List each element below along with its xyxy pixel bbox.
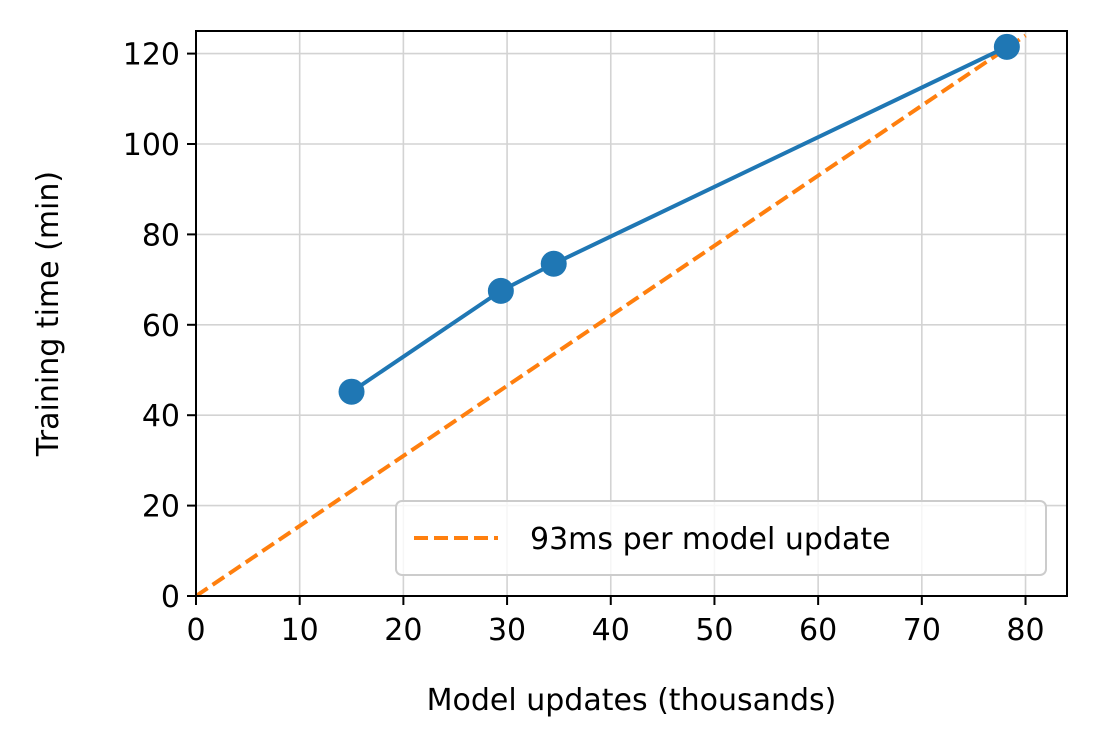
x-tick-label: 40: [592, 613, 630, 648]
legend: 93ms per model update: [395, 500, 1047, 576]
ticks: 0 10 20 30 40 50 60 70 80 0 20 40 60 80 100 120: [123, 38, 1045, 648]
series-line: [350, 45, 1008, 394]
x-tick-label: 10: [281, 613, 319, 648]
x-tick-label: 0: [186, 613, 205, 648]
y-tick-label: 80: [142, 218, 180, 253]
y-tick-label: 60: [142, 309, 180, 344]
series-points: [338, 33, 1020, 405]
y-tick-label: 120: [123, 38, 180, 73]
plot-frame: [195, 30, 1068, 597]
data-point: [338, 378, 365, 405]
x-tick-label: 50: [695, 613, 733, 648]
plot-area: [196, 33, 1027, 596]
x-tick-label: 60: [799, 613, 837, 648]
y-axis-label: Training time (min): [31, 171, 66, 457]
reference-line: [196, 33, 1027, 596]
y-tick-label: 40: [142, 399, 180, 434]
x-tick-label: 70: [903, 613, 941, 648]
y-tick-label: 20: [142, 490, 180, 525]
data-point: [487, 277, 514, 304]
data-point: [540, 250, 567, 277]
legend-box: [395, 500, 1047, 576]
y-tick-label: 100: [123, 128, 180, 163]
y-tick-label: 0: [161, 580, 180, 615]
legend-label: 93ms per model update: [530, 522, 891, 557]
x-tick-label: 30: [488, 613, 526, 648]
x-tick-label: 80: [1006, 613, 1044, 648]
data-point: [993, 33, 1020, 60]
x-tick-label: 20: [384, 613, 422, 648]
x-axis-label: Model updates (thousands): [427, 683, 837, 718]
